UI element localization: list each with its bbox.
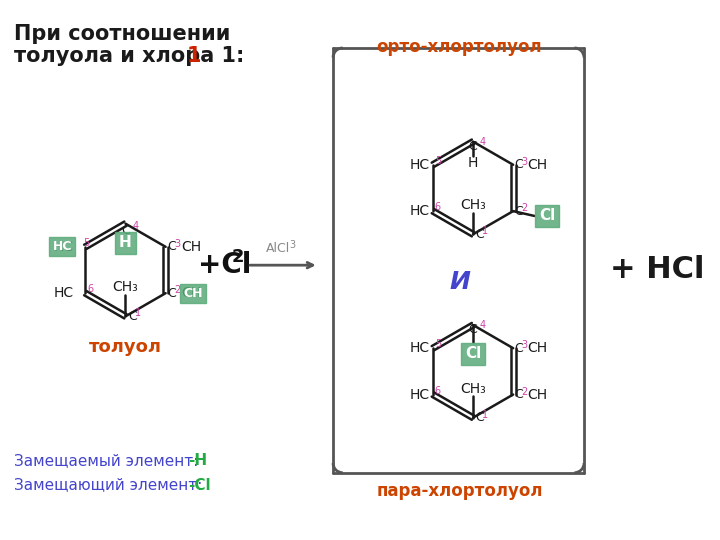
- Text: HC: HC: [410, 158, 430, 172]
- Text: 2: 2: [232, 248, 244, 266]
- Text: CH₃: CH₃: [460, 198, 486, 212]
- Text: 5: 5: [84, 238, 90, 248]
- Text: Cl: Cl: [465, 347, 481, 361]
- Text: Замещающий элемент:: Замещающий элемент:: [14, 477, 208, 492]
- Text: пара-хлортолуол: пара-хлортолуол: [377, 482, 543, 501]
- Text: Замещаемый элемент:: Замещаемый элемент:: [14, 454, 204, 468]
- Text: орто-хлортолуол: орто-хлортолуол: [377, 38, 542, 56]
- Text: C: C: [128, 310, 137, 323]
- Text: C: C: [514, 388, 523, 401]
- Text: 6: 6: [435, 386, 441, 396]
- Text: CH: CH: [183, 287, 202, 300]
- Text: 1: 1: [135, 308, 141, 319]
- Text: 2: 2: [521, 387, 527, 397]
- Text: 3: 3: [289, 240, 296, 250]
- Text: 3: 3: [521, 157, 527, 167]
- Text: Cl: Cl: [539, 208, 555, 224]
- Text: CH₃: CH₃: [112, 280, 138, 294]
- Text: C: C: [121, 224, 130, 237]
- Text: C: C: [469, 140, 477, 153]
- Text: толуол: толуол: [89, 338, 162, 356]
- Text: AlCl: AlCl: [266, 242, 289, 255]
- Text: -H: -H: [188, 454, 207, 468]
- Text: HC: HC: [410, 204, 430, 218]
- Text: C: C: [514, 158, 523, 171]
- Text: толуола и хлора 1:: толуола и хлора 1:: [14, 46, 245, 66]
- Text: CH: CH: [528, 158, 548, 172]
- Text: 5: 5: [435, 156, 441, 166]
- Text: H: H: [119, 235, 132, 251]
- Text: 3: 3: [174, 239, 181, 249]
- Text: 4: 4: [132, 221, 138, 231]
- Text: HC: HC: [410, 388, 430, 402]
- Text: CH: CH: [528, 388, 548, 402]
- Text: 2: 2: [521, 203, 527, 213]
- Text: При соотношении: При соотношении: [14, 24, 231, 44]
- Text: 6: 6: [87, 284, 94, 294]
- Text: 3: 3: [521, 340, 527, 350]
- Text: + HCl: + HCl: [610, 255, 705, 285]
- Text: 6: 6: [435, 202, 441, 212]
- Text: -Cl: -Cl: [188, 477, 211, 492]
- Text: 1: 1: [482, 226, 488, 237]
- Text: C: C: [475, 411, 484, 424]
- Text: CH: CH: [181, 286, 201, 300]
- Text: 4: 4: [480, 137, 486, 147]
- Text: CH: CH: [528, 341, 548, 355]
- Text: И: И: [449, 269, 470, 294]
- Text: C: C: [514, 342, 523, 355]
- Text: HC: HC: [54, 286, 73, 300]
- Text: HC: HC: [53, 240, 72, 253]
- Text: HC: HC: [410, 341, 430, 355]
- Text: 1: 1: [482, 410, 488, 420]
- Text: CH₃: CH₃: [460, 382, 486, 396]
- Text: C: C: [168, 240, 176, 253]
- Text: C: C: [469, 323, 477, 336]
- Text: +Cl: +Cl: [198, 251, 251, 279]
- Text: C: C: [475, 228, 484, 241]
- Text: CH: CH: [181, 240, 201, 254]
- Text: 5: 5: [435, 339, 441, 349]
- Text: H: H: [468, 156, 478, 170]
- Text: 1: 1: [186, 46, 201, 66]
- Text: 4: 4: [480, 320, 486, 330]
- Text: C: C: [168, 287, 176, 300]
- Text: C: C: [514, 205, 523, 218]
- Text: HC: HC: [54, 240, 73, 254]
- Text: 2: 2: [174, 285, 181, 295]
